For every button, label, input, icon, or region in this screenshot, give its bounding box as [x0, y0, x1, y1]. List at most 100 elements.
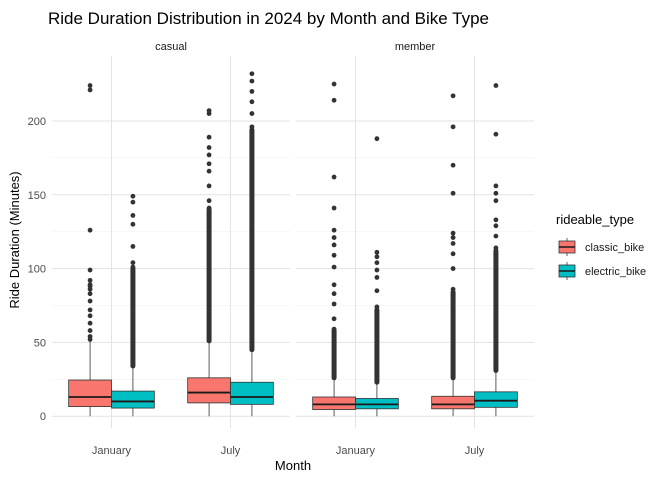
facet-label-member: member	[395, 41, 436, 53]
outlier-point	[130, 264, 136, 270]
outlier-point	[331, 252, 337, 258]
outlier-point	[374, 260, 380, 266]
outlier-point	[87, 282, 93, 288]
outlier-point	[331, 316, 337, 322]
outlier-point	[87, 83, 93, 88]
outlier-point	[450, 190, 456, 196]
facet-panel-member: January July member	[296, 41, 534, 457]
legend-label-classic_bike: classic_bike	[585, 242, 644, 254]
outlier-point	[493, 183, 499, 189]
outlier-point	[450, 241, 456, 246]
box-body	[68, 379, 112, 407]
x-tick-label: January	[92, 445, 132, 457]
outlier-point	[87, 277, 93, 283]
outlier-point	[374, 254, 380, 260]
outlier-point	[206, 108, 212, 114]
outlier-point	[450, 230, 456, 236]
outlier-point	[331, 81, 337, 87]
box-member-january-electric_bike	[355, 136, 399, 417]
box-member-july-electric_bike	[474, 83, 518, 417]
outlier-point	[87, 307, 93, 313]
outlier-point	[130, 221, 136, 227]
y-axis-title: Ride Duration (Minutes)	[7, 171, 22, 308]
outlier-point	[493, 233, 499, 239]
legend-title: rideable_type	[556, 212, 634, 227]
outlier-point	[206, 205, 212, 211]
outlier-point	[331, 242, 337, 248]
outlier-point	[206, 161, 212, 167]
outlier-point	[130, 199, 136, 205]
outlier-point	[249, 124, 255, 130]
outlier-point	[493, 131, 499, 137]
outlier-point	[331, 326, 337, 332]
box-casual-january-classic_bike	[68, 83, 112, 417]
outlier-point	[206, 152, 212, 158]
outlier-point	[450, 162, 456, 168]
outlier-point	[249, 89, 255, 94]
facet-panel-casual: January July casual	[52, 41, 290, 457]
outlier-point	[493, 198, 499, 204]
outlier-point	[87, 334, 93, 339]
outlier-point	[249, 78, 255, 84]
outlier-point	[331, 235, 337, 240]
outlier-point	[130, 260, 136, 266]
box-member-july-classic_bike	[431, 93, 475, 417]
outlier-point	[374, 267, 380, 273]
outlier-point	[87, 291, 93, 297]
outlier-point	[450, 251, 456, 257]
x-tick-label: January	[336, 445, 376, 457]
outlier-point	[493, 83, 499, 88]
outlier-point	[450, 124, 456, 130]
facet-label-casual: casual	[155, 41, 187, 53]
box-casual-january-electric_bike	[111, 193, 155, 417]
outlier-point	[249, 71, 255, 77]
legend-label-electric_bike: electric_bike	[585, 266, 646, 278]
outlier-point	[374, 275, 380, 280]
x-axis-title: Month	[275, 458, 311, 473]
outlier-point	[450, 235, 456, 240]
outlier-point	[374, 249, 380, 255]
outlier-point	[493, 190, 499, 196]
outlier-point	[130, 244, 136, 249]
outlier-point	[331, 205, 337, 211]
box-body	[474, 391, 518, 408]
outlier-point	[331, 264, 337, 270]
x-tick-label: July	[465, 445, 485, 457]
outlier-point	[87, 320, 93, 326]
outlier-point	[87, 87, 93, 93]
box-casual-july-electric_bike	[230, 71, 274, 417]
outlier-point	[493, 217, 499, 223]
outlier-point	[493, 245, 499, 251]
outlier-point	[130, 193, 136, 199]
outlier-point	[87, 227, 93, 233]
outlier-point	[331, 227, 337, 233]
box-body	[312, 396, 356, 410]
outlier-point	[249, 99, 255, 105]
outlier-point	[87, 313, 93, 319]
outlier-point	[130, 213, 136, 218]
outlier-point	[249, 111, 255, 116]
box-casual-july-classic_bike	[187, 108, 231, 417]
legend: rideable_type classic_bike electric_bike	[556, 212, 646, 281]
y-tick-label: 200	[28, 116, 46, 128]
outlier-point	[206, 134, 212, 140]
outlier-point	[206, 168, 212, 174]
outlier-point	[331, 291, 337, 297]
box-body	[111, 390, 155, 409]
outlier-point	[87, 267, 93, 273]
outlier-point	[331, 97, 337, 103]
outlier-point	[331, 282, 337, 288]
outlier-point	[206, 145, 212, 150]
outlier-point	[206, 183, 212, 189]
x-tick-label: July	[221, 445, 241, 457]
outlier-point	[87, 328, 93, 333]
box-member-january-classic_bike	[312, 81, 356, 417]
outlier-point	[450, 266, 456, 271]
box-body	[187, 377, 231, 404]
outlier-point	[374, 136, 380, 142]
outlier-point	[87, 298, 93, 304]
chart-title: Ride Duration Distribution in 2024 by Mo…	[48, 9, 489, 28]
outlier-point	[374, 288, 380, 294]
outlier-point	[206, 198, 212, 204]
